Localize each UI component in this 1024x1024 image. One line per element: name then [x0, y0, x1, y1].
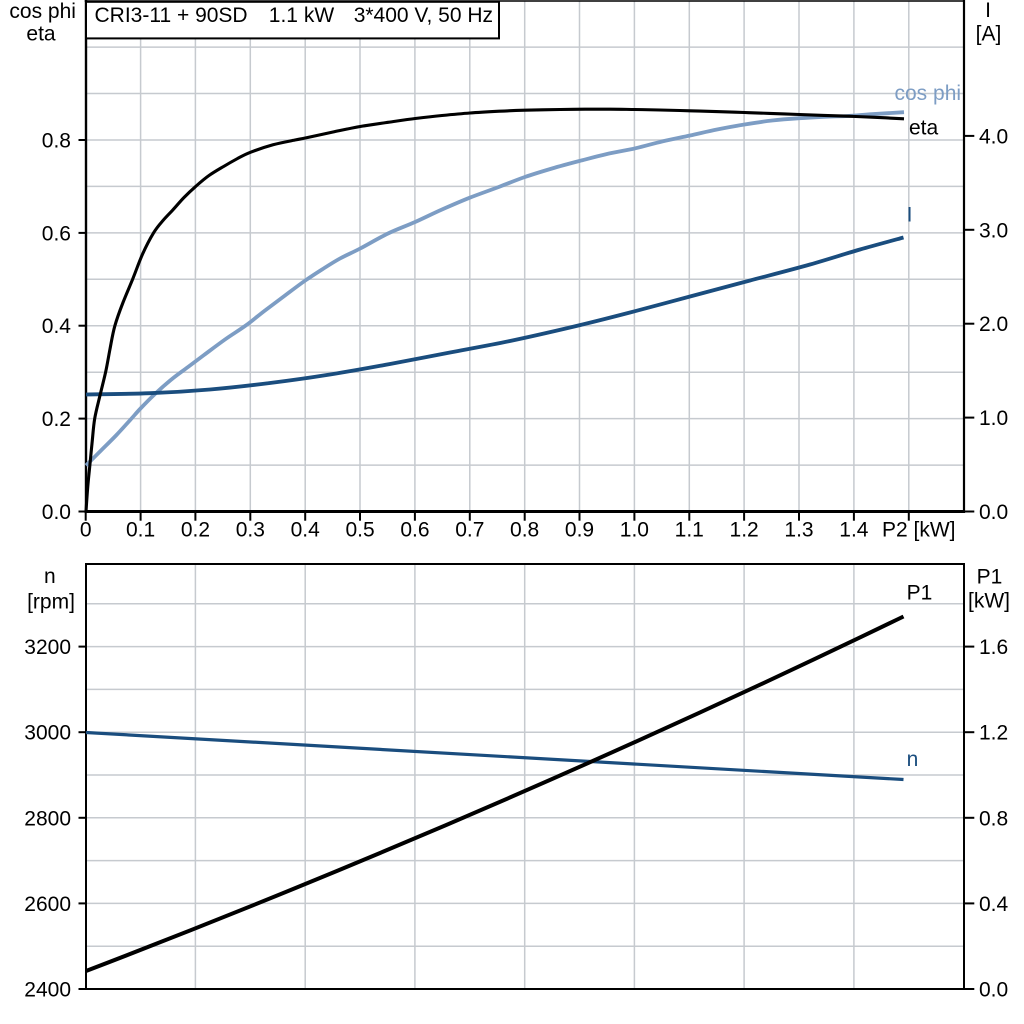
svg-text:I: I [985, 0, 991, 22]
svg-text:0.5: 0.5 [345, 519, 374, 542]
svg-text:0.0: 0.0 [979, 979, 1008, 1002]
svg-text:0.6: 0.6 [42, 222, 71, 245]
svg-text:0.8: 0.8 [510, 519, 539, 542]
svg-text:n: n [44, 565, 56, 588]
svg-text:3000: 3000 [24, 722, 71, 745]
svg-text:0.4: 0.4 [291, 519, 321, 542]
svg-text:0.2: 0.2 [181, 519, 210, 542]
svg-text:CRI3-11 + 90SD: CRI3-11 + 90SD [95, 4, 248, 27]
svg-text:2600: 2600 [24, 893, 71, 916]
svg-text:0.4: 0.4 [979, 893, 1009, 916]
svg-text:P1: P1 [907, 582, 933, 605]
svg-text:eta: eta [909, 117, 939, 140]
svg-text:3200: 3200 [24, 636, 71, 659]
svg-text:[kW]: [kW] [968, 590, 1010, 613]
svg-text:P2 [kW]: P2 [kW] [882, 519, 956, 542]
svg-text:0.8: 0.8 [42, 129, 71, 152]
svg-text:2.0: 2.0 [979, 313, 1008, 336]
svg-text:cos phi: cos phi [9, 0, 76, 23]
svg-text:[A]: [A] [976, 23, 1002, 46]
svg-text:cos phi: cos phi [895, 82, 962, 105]
svg-text:n: n [907, 748, 919, 771]
svg-text:1.1: 1.1 [675, 519, 704, 542]
svg-text:0.6: 0.6 [400, 519, 429, 542]
svg-text:1.1 kW: 1.1 kW [269, 4, 335, 27]
svg-text:I: I [907, 204, 913, 227]
svg-text:1.0: 1.0 [620, 519, 649, 542]
svg-text:1.3: 1.3 [784, 519, 813, 542]
svg-text:0.0: 0.0 [42, 501, 71, 524]
svg-text:0.7: 0.7 [455, 519, 484, 542]
svg-text:1.6: 1.6 [979, 636, 1008, 659]
svg-text:P1: P1 [977, 566, 1003, 589]
svg-text:0.9: 0.9 [565, 519, 594, 542]
svg-text:3.0: 3.0 [979, 219, 1008, 242]
svg-text:0.2: 0.2 [42, 408, 71, 431]
svg-text:1.4: 1.4 [839, 519, 869, 542]
svg-text:4.0: 4.0 [979, 125, 1008, 148]
svg-text:1.0: 1.0 [979, 407, 1008, 430]
svg-text:0.1: 0.1 [126, 519, 155, 542]
svg-text:eta: eta [26, 23, 56, 46]
svg-text:0.0: 0.0 [979, 501, 1008, 524]
svg-text:1.2: 1.2 [730, 519, 759, 542]
svg-text:1.2: 1.2 [979, 722, 1008, 745]
svg-text:0: 0 [80, 519, 92, 542]
svg-text:3*400 V, 50 Hz: 3*400 V, 50 Hz [354, 4, 493, 27]
svg-text:[rpm]: [rpm] [27, 591, 75, 614]
svg-text:2800: 2800 [24, 807, 71, 830]
svg-text:0.4: 0.4 [42, 315, 72, 338]
svg-text:2400: 2400 [24, 979, 71, 1002]
svg-text:0.3: 0.3 [236, 519, 265, 542]
svg-text:0.8: 0.8 [979, 807, 1008, 830]
